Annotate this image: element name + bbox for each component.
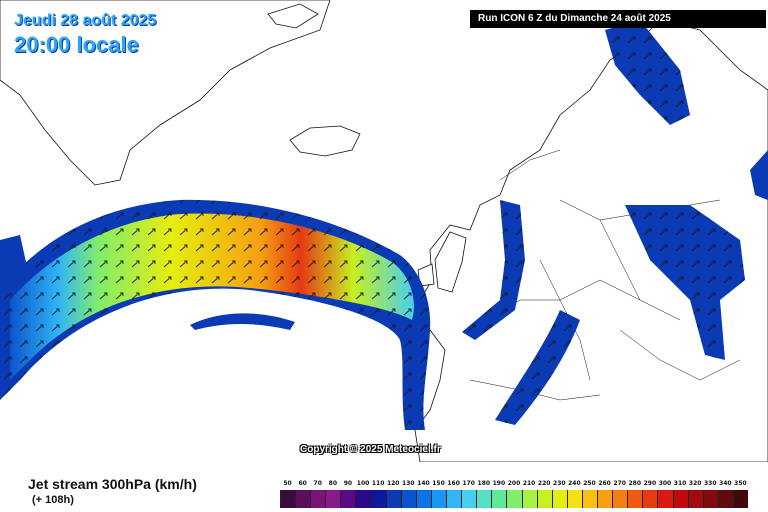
legend-swatch [717, 490, 733, 508]
legend-swatch [491, 490, 507, 508]
forecast-date: Jeudi 28 août 2025 [14, 12, 157, 29]
legend-value: 50 [283, 480, 292, 487]
legend-value: 330 [703, 480, 717, 487]
legend-swatch [612, 490, 628, 508]
legend-swatch [415, 490, 431, 508]
lead-time: (+ 108h) [32, 494, 74, 506]
legend-value: 70 [313, 480, 322, 487]
legend-value: 350 [734, 480, 747, 487]
legend-swatch [506, 490, 522, 508]
legend-value: 240 [568, 480, 581, 487]
legend-value: 320 [688, 480, 702, 487]
legend-swatch [732, 490, 748, 508]
legend-swatch [310, 490, 326, 508]
jet-stream-map: Jeudi 28 août 2025 20:00 locale Run ICON… [0, 0, 768, 462]
legend-swatch [536, 490, 552, 508]
legend-value: 230 [553, 480, 566, 487]
legend-value: 110 [371, 480, 385, 487]
legend-value: 150 [432, 480, 445, 487]
legend-value: 270 [613, 480, 626, 487]
legend-value: 60 [298, 480, 307, 487]
legend-value: 300 [658, 480, 672, 487]
legend-swatch [476, 490, 492, 508]
legend-swatch [657, 490, 673, 508]
legend-swatch [687, 490, 703, 508]
legend-value: 190 [492, 480, 506, 487]
legend-swatch [627, 490, 643, 508]
europe-coast [414, 19, 768, 462]
legend-value: 180 [477, 480, 491, 487]
legend-swatch [597, 490, 613, 508]
legend-swatch [325, 490, 341, 508]
legend-value: 80 [328, 480, 338, 487]
legend-value: 170 [462, 480, 475, 487]
legend-swatch [461, 490, 477, 508]
legend-value: 260 [598, 480, 611, 487]
legend-swatch [280, 490, 296, 508]
greenland-coast [0, 0, 331, 186]
map-canvas [0, 0, 768, 462]
legend-swatch [400, 490, 416, 508]
legend-value: 210 [522, 480, 536, 487]
legend-swatch [370, 490, 386, 508]
legend-value: 200 [507, 480, 521, 487]
legend-value: 340 [719, 480, 732, 487]
forecast-time: 20:00 locale [14, 32, 139, 57]
legend-swatch [340, 490, 356, 508]
jet-streak-atlantic [190, 313, 295, 330]
model-run-label: Run ICON 6 Z du Dimanche 24 août 2025 [470, 10, 766, 28]
legend-value: 100 [356, 480, 370, 487]
legend-swatch [551, 490, 567, 508]
british-isles [434, 231, 467, 293]
product-title: Jet stream 300hPa (km/h) [28, 476, 197, 492]
legend-swatch [702, 490, 718, 508]
legend-value: 280 [628, 480, 642, 487]
legend-value: 310 [673, 480, 687, 487]
legend-swatch [672, 490, 688, 508]
legend-swatch [430, 490, 447, 508]
legend-value: 160 [447, 480, 460, 487]
legend-swatch [385, 490, 401, 508]
legend-value: 120 [386, 480, 400, 487]
legend-swatch [295, 490, 311, 508]
legend-value: 290 [643, 480, 657, 487]
copyright-notice: Copyright © 2025 Meteociel.fr [300, 444, 441, 455]
legend-value: 220 [537, 480, 551, 487]
legend-value: 140 [417, 480, 430, 487]
speed-color-legend: 50 60 70 80 90 100 110 120 130 140 150 160 170 180 190… [280, 480, 760, 510]
legend-value: 130 [402, 480, 415, 487]
legend-value: 90 [343, 480, 353, 487]
legend-swatch [355, 490, 371, 508]
legend-swatch [642, 490, 658, 508]
legend-value: 250 [583, 480, 596, 487]
legend-swatch [566, 490, 582, 508]
legend-swatch [446, 490, 462, 508]
legend-swatch [521, 490, 537, 508]
legend-swatch [581, 490, 598, 508]
map-footer: Jet stream 300hPa (km/h) (+ 108h) 50 60 70… [0, 462, 768, 512]
iceland-coast [289, 125, 361, 157]
